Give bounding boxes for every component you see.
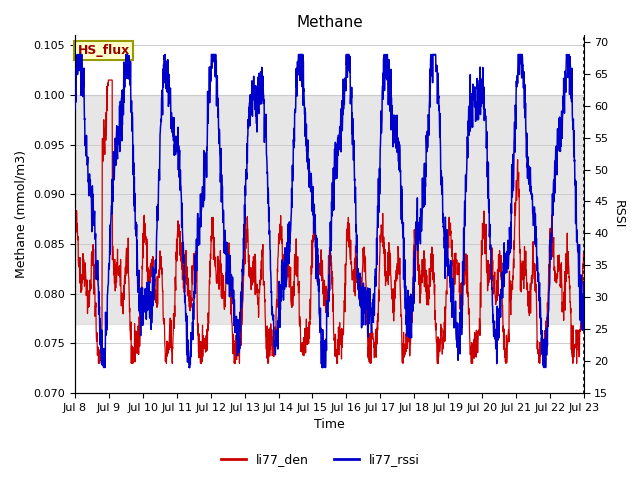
Title: Methane: Methane	[296, 15, 363, 30]
Y-axis label: RSSI: RSSI	[612, 200, 625, 228]
Legend: li77_den, li77_rssi: li77_den, li77_rssi	[216, 448, 424, 471]
X-axis label: Time: Time	[314, 419, 345, 432]
Text: HS_flux: HS_flux	[77, 44, 130, 57]
Y-axis label: Methane (mmol/m3): Methane (mmol/m3)	[15, 150, 28, 278]
Bar	[75, 95, 584, 324]
